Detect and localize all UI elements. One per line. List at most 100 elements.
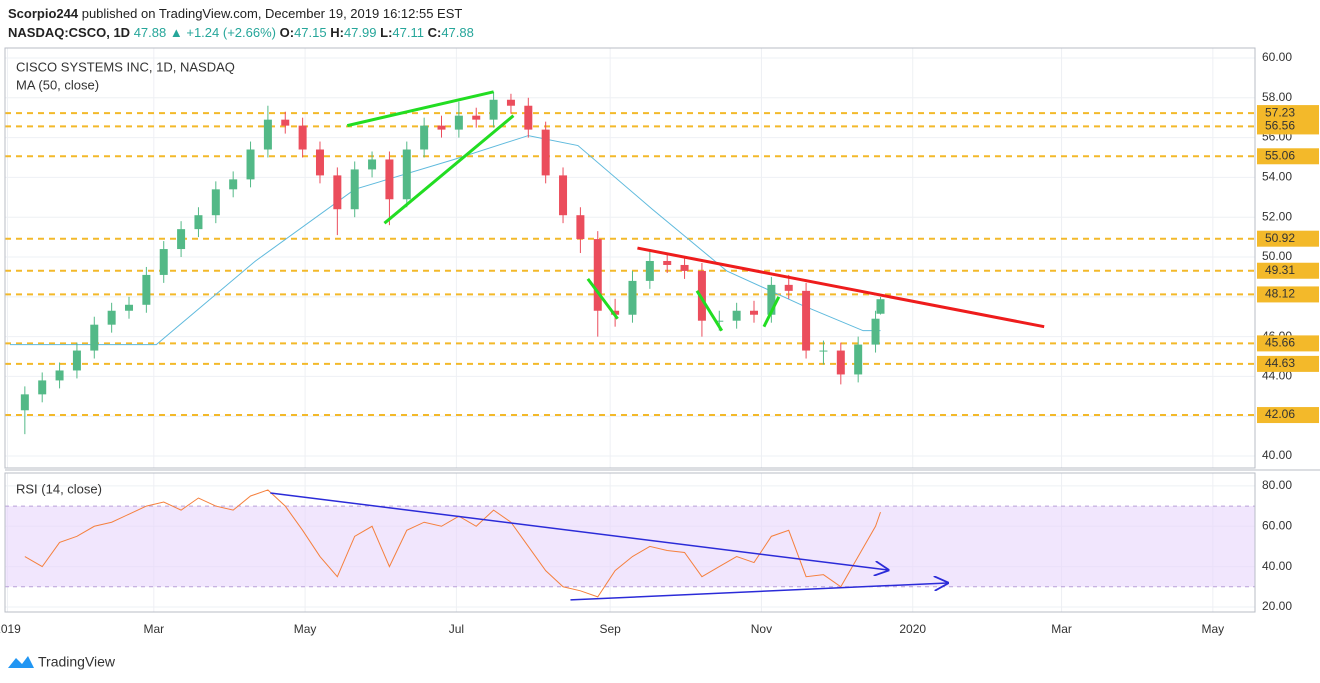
y-tick-label: 60.00 [1262, 518, 1292, 532]
candle-body [142, 274, 151, 305]
overlay-label: MA (50, close) [16, 77, 99, 92]
x-tick-label: May [1202, 622, 1225, 636]
candle-body [38, 380, 47, 395]
price-pane [4, 47, 1256, 469]
candle-body [489, 99, 498, 120]
publisher: Scorpio244 [8, 6, 79, 21]
candle-body [876, 299, 885, 314]
x-tick-label: Sep [599, 622, 621, 636]
chart-title: CISCO SYSTEMS INC, 1D, NASDAQ [16, 59, 235, 74]
candle-body [611, 310, 620, 315]
candle-body [819, 350, 828, 352]
y-tick-label: 50.00 [1262, 249, 1292, 263]
candle-body [836, 350, 845, 375]
level-label: 49.31 [1265, 263, 1295, 277]
candle-body [732, 310, 741, 321]
candle-body [385, 159, 394, 200]
rsi-pane [4, 472, 1256, 613]
candle-body [593, 239, 602, 311]
published-text: published on TradingView.com, December 1… [81, 6, 463, 21]
y-tick-label: 80.00 [1262, 478, 1292, 492]
brand: TradingView [38, 654, 116, 670]
trend-line [383, 114, 515, 225]
trend-line [270, 492, 888, 570]
candle-body [263, 119, 272, 150]
candle-body [90, 324, 99, 351]
candle-body [298, 125, 307, 150]
level-label: 56.56 [1265, 119, 1295, 133]
candle-body [454, 115, 463, 130]
header-line: Scorpio244 published on TradingView.com,… [8, 4, 474, 23]
candle-body [854, 344, 863, 375]
candle-body [402, 149, 411, 200]
level-box [1257, 105, 1319, 122]
ohlc-label: H: [330, 25, 344, 40]
level-box [1257, 118, 1319, 135]
header-line: NASDAQ:CSCO, 1D 47.88 ▲ +1.24 (+2.66%) O… [8, 23, 474, 42]
x-tick-label: 2020 [899, 622, 926, 636]
x-tick-label: Jul [449, 622, 464, 636]
trend-line [586, 278, 619, 320]
candle-body [472, 115, 481, 120]
last: 47.88 [133, 25, 167, 40]
y-tick-label: 58.00 [1262, 90, 1292, 104]
candle-body [55, 370, 64, 381]
y-tick-label: 20.00 [1262, 599, 1292, 613]
rsi-band [5, 506, 1255, 587]
ohlc-value: 47.99 [343, 25, 377, 40]
candle-body [697, 270, 706, 321]
ohlc-label: O: [279, 25, 295, 40]
candle-body [576, 215, 585, 240]
y-tick-label: 52.00 [1262, 209, 1292, 223]
candle-body [524, 105, 533, 130]
level-box [1257, 335, 1319, 352]
candle-body [437, 125, 446, 130]
y-tick-label: 54.00 [1262, 170, 1292, 184]
ohlc-value: 47.15 [294, 25, 327, 40]
candle-body [315, 149, 324, 176]
candle-body [246, 149, 255, 180]
trend-line [762, 296, 781, 328]
level-label: 42.06 [1265, 407, 1295, 421]
ma-line [9, 135, 881, 346]
candle-body [750, 310, 759, 315]
x-tick-label: 2019 [0, 622, 21, 636]
y-tick-label: 60.00 [1262, 50, 1292, 64]
x-tick-label: Mar [143, 622, 164, 636]
y-tick-label: 40.00 [1262, 448, 1292, 462]
trend-line [695, 290, 724, 332]
candle-body [211, 189, 220, 216]
candle-body [871, 318, 880, 345]
candle-body [541, 129, 550, 176]
candle-body [715, 320, 724, 322]
trend-line [570, 583, 947, 601]
candle-body [802, 290, 811, 351]
candle-body [767, 284, 776, 315]
candle-body [628, 280, 637, 315]
trend-line [346, 90, 494, 128]
rsi-title: RSI (14, close) [16, 481, 102, 496]
candle-body [784, 284, 793, 291]
x-tick-label: Mar [1051, 622, 1072, 636]
x-tick-label: May [294, 622, 317, 636]
candle-body [159, 249, 168, 275]
candle-body [20, 394, 29, 411]
candle-body [350, 169, 359, 210]
candle-body [680, 264, 689, 271]
x-tick-label: Nov [751, 622, 772, 636]
level-label: 48.12 [1265, 287, 1295, 301]
level-label: 50.92 [1265, 231, 1295, 245]
candle-body [368, 159, 377, 170]
candle-body [177, 229, 186, 250]
ohlc-value: 47.88 [441, 25, 474, 40]
level-label: 57.23 [1265, 105, 1295, 119]
candle-body [420, 125, 429, 150]
level-label: 55.06 [1265, 148, 1295, 162]
level-box [1257, 230, 1319, 247]
candle-body [281, 119, 290, 126]
level-box [1257, 286, 1319, 303]
symbol: NASDAQ:CSCO, 1D [8, 25, 131, 40]
candle-body [194, 215, 203, 230]
